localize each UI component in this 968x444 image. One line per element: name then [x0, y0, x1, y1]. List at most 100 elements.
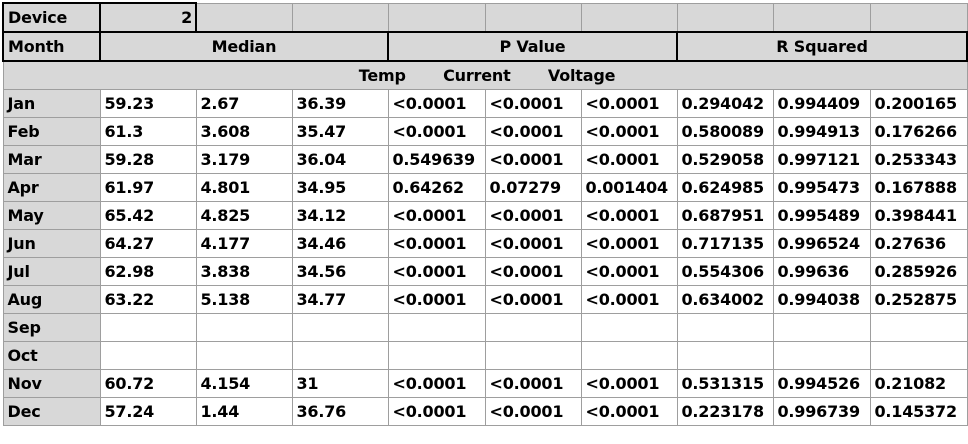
- value-cell[interactable]: 0.200165: [869, 89, 968, 118]
- value-cell[interactable]: <0.0001: [580, 229, 678, 258]
- value-cell[interactable]: <0.0001: [387, 285, 486, 314]
- value-cell[interactable]: 1.44: [195, 397, 293, 426]
- value-cell[interactable]: 0.997121: [772, 145, 871, 174]
- value-cell[interactable]: 0.996524: [772, 229, 871, 258]
- value-cell[interactable]: [676, 341, 774, 370]
- value-cell[interactable]: <0.0001: [484, 397, 582, 426]
- value-cell[interactable]: <0.0001: [484, 201, 582, 230]
- month-header-cell[interactable]: Month: [2, 31, 101, 62]
- value-cell[interactable]: <0.0001: [484, 89, 582, 118]
- value-cell[interactable]: [99, 341, 197, 370]
- value-cell[interactable]: [869, 341, 968, 370]
- value-cell[interactable]: 0.996739: [772, 397, 871, 426]
- empty-cell[interactable]: [580, 2, 678, 33]
- value-cell[interactable]: <0.0001: [484, 369, 582, 398]
- value-cell[interactable]: [580, 341, 678, 370]
- value-cell[interactable]: 63.22: [99, 285, 197, 314]
- value-cell[interactable]: 34.77: [291, 285, 389, 314]
- value-cell[interactable]: 4.825: [195, 201, 293, 230]
- empty-cell[interactable]: [195, 2, 293, 33]
- value-cell[interactable]: [195, 313, 293, 342]
- value-cell[interactable]: 34.56: [291, 257, 389, 286]
- value-cell[interactable]: 0.176266: [869, 117, 968, 146]
- device-value-cell[interactable]: 2: [99, 2, 197, 33]
- pvalue-header-cell[interactable]: P Value: [387, 31, 678, 62]
- value-cell[interactable]: [772, 313, 871, 342]
- month-cell[interactable]: Jun: [2, 229, 101, 258]
- month-cell[interactable]: Jan: [2, 89, 101, 118]
- value-cell[interactable]: 0.531315: [676, 369, 774, 398]
- value-cell[interactable]: 34.95: [291, 173, 389, 202]
- value-cell[interactable]: 0.994913: [772, 117, 871, 146]
- value-cell[interactable]: <0.0001: [580, 257, 678, 286]
- value-cell[interactable]: 59.23: [99, 89, 197, 118]
- value-cell[interactable]: 0.253343: [869, 145, 968, 174]
- value-cell[interactable]: <0.0001: [387, 397, 486, 426]
- device-label-cell[interactable]: Device: [2, 2, 101, 33]
- value-cell[interactable]: 0.554306: [676, 257, 774, 286]
- value-cell[interactable]: 0.27636: [869, 229, 968, 258]
- value-cell[interactable]: 0.687951: [676, 201, 774, 230]
- value-cell[interactable]: 3.608: [195, 117, 293, 146]
- value-cell[interactable]: [99, 313, 197, 342]
- value-cell[interactable]: 0.21082: [869, 369, 968, 398]
- value-cell[interactable]: 2.67: [195, 89, 293, 118]
- value-cell[interactable]: [291, 313, 389, 342]
- value-cell[interactable]: <0.0001: [387, 229, 486, 258]
- value-cell[interactable]: [387, 341, 486, 370]
- empty-cell[interactable]: [676, 2, 774, 33]
- value-cell[interactable]: <0.0001: [484, 285, 582, 314]
- value-cell[interactable]: 0.398441: [869, 201, 968, 230]
- value-cell[interactable]: <0.0001: [387, 201, 486, 230]
- value-cell[interactable]: 0.07279: [484, 173, 582, 202]
- value-cell[interactable]: 31: [291, 369, 389, 398]
- value-cell[interactable]: 34.12: [291, 201, 389, 230]
- value-cell[interactable]: 64.27: [99, 229, 197, 258]
- month-cell[interactable]: Nov: [2, 369, 101, 398]
- value-cell[interactable]: <0.0001: [484, 145, 582, 174]
- value-cell[interactable]: 4.177: [195, 229, 293, 258]
- month-cell[interactable]: Feb: [2, 117, 101, 146]
- value-cell[interactable]: 36.76: [291, 397, 389, 426]
- value-cell[interactable]: 0.994038: [772, 285, 871, 314]
- value-cell[interactable]: 62.98: [99, 257, 197, 286]
- value-cell[interactable]: 0.717135: [676, 229, 774, 258]
- value-cell[interactable]: [772, 341, 871, 370]
- value-cell[interactable]: 4.801: [195, 173, 293, 202]
- value-cell[interactable]: 59.28: [99, 145, 197, 174]
- value-cell[interactable]: 0.580089: [676, 117, 774, 146]
- month-cell[interactable]: Aug: [2, 285, 101, 314]
- value-cell[interactable]: 0.001404: [580, 173, 678, 202]
- month-cell[interactable]: Apr: [2, 173, 101, 202]
- value-cell[interactable]: 0.64262: [387, 173, 486, 202]
- month-cell[interactable]: Sep: [2, 313, 101, 342]
- value-cell[interactable]: 4.154: [195, 369, 293, 398]
- value-cell[interactable]: 3.838: [195, 257, 293, 286]
- empty-cell[interactable]: [291, 2, 389, 33]
- value-cell[interactable]: <0.0001: [580, 285, 678, 314]
- value-cell[interactable]: [484, 313, 582, 342]
- month-cell[interactable]: May: [2, 201, 101, 230]
- month-cell[interactable]: Jul: [2, 257, 101, 286]
- value-cell[interactable]: 0.995473: [772, 173, 871, 202]
- value-cell[interactable]: 0.167888: [869, 173, 968, 202]
- value-cell[interactable]: 0.223178: [676, 397, 774, 426]
- median-header-cell[interactable]: Median: [99, 31, 389, 62]
- month-cell[interactable]: Dec: [2, 397, 101, 426]
- value-cell[interactable]: <0.0001: [580, 369, 678, 398]
- value-cell[interactable]: <0.0001: [580, 117, 678, 146]
- value-cell[interactable]: 0.294042: [676, 89, 774, 118]
- empty-cell[interactable]: [484, 2, 582, 33]
- empty-cell[interactable]: [772, 2, 871, 33]
- value-cell[interactable]: [387, 313, 486, 342]
- value-cell[interactable]: <0.0001: [484, 117, 582, 146]
- value-cell[interactable]: 0.529058: [676, 145, 774, 174]
- value-cell[interactable]: [195, 341, 293, 370]
- value-cell[interactable]: 57.24: [99, 397, 197, 426]
- month-cell[interactable]: Mar: [2, 145, 101, 174]
- rsquared-header-cell[interactable]: R Squared: [676, 31, 968, 62]
- value-cell[interactable]: 60.72: [99, 369, 197, 398]
- value-cell[interactable]: 0.145372: [869, 397, 968, 426]
- value-cell[interactable]: [291, 341, 389, 370]
- value-cell[interactable]: 0.285926: [869, 257, 968, 286]
